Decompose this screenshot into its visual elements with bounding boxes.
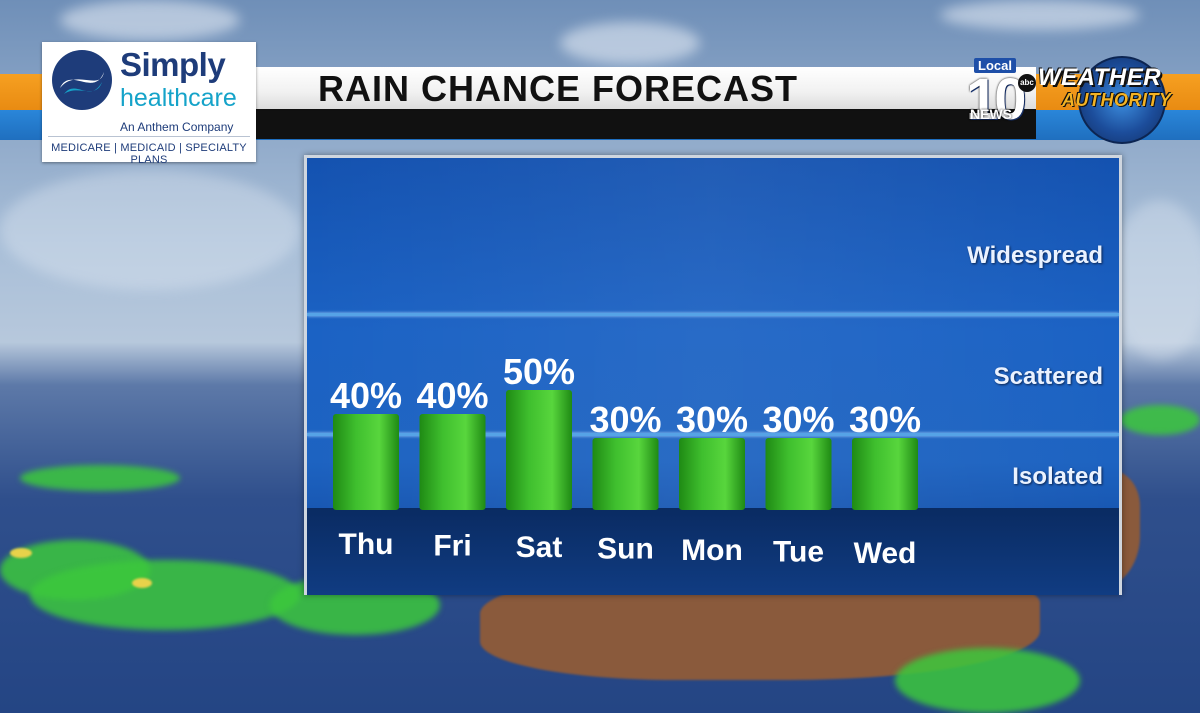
background-cloud bbox=[0, 170, 300, 290]
background-cloud bbox=[1110, 200, 1200, 360]
bar-fri bbox=[419, 414, 486, 510]
network-abc-icon: abc bbox=[1018, 74, 1036, 92]
zone-label-isolated: Isolated bbox=[1012, 463, 1103, 490]
radar-heavy-cell bbox=[132, 578, 152, 588]
rain-chance-chart: 40% Thu 40% Fri 50% Sat 30% Sun 30% Mon 30% Tue 30% W… bbox=[330, 351, 921, 570]
radar-echo bbox=[30, 560, 300, 630]
sponsor-plans: MEDICARE | MEDICAID | SPECIALTY PLANS bbox=[51, 142, 247, 166]
chart-panel: Widespread Scattered Isolated 40% Thu 40% F… bbox=[304, 155, 1122, 595]
bar-value-label: 40% bbox=[416, 375, 488, 416]
bar-value-label: 30% bbox=[762, 399, 834, 440]
radar-heavy-cell bbox=[10, 548, 32, 558]
sponsor-name-bottom: healthcare bbox=[120, 84, 237, 112]
bar-value-label: 50% bbox=[503, 351, 575, 392]
chart-floor bbox=[307, 508, 1119, 595]
bar-mon bbox=[679, 438, 745, 510]
station-number: 10 bbox=[966, 67, 1026, 132]
bar-thu bbox=[333, 414, 399, 510]
title-bar-underline bbox=[256, 111, 1036, 139]
zone-divider-lower bbox=[307, 433, 1119, 436]
radar-echo bbox=[20, 465, 180, 491]
station-local-label: Local bbox=[974, 58, 1016, 73]
sponsor-logo: Simply healthcare An Anthem Company MEDI… bbox=[42, 42, 256, 166]
day-label: Mon bbox=[681, 534, 743, 567]
bar-value-label: 30% bbox=[676, 399, 748, 440]
radar-echo bbox=[1120, 405, 1200, 435]
background-cloud bbox=[60, 0, 240, 40]
bar-tue bbox=[765, 438, 832, 510]
day-label: Sun bbox=[597, 533, 654, 566]
page-title: RAIN CHANCE FORECAST bbox=[318, 68, 799, 109]
day-label: Sat bbox=[516, 531, 563, 564]
day-label: Thu bbox=[339, 528, 394, 561]
bar-sat bbox=[506, 390, 572, 510]
background-cloud bbox=[940, 0, 1140, 30]
zone-divider-upper bbox=[307, 313, 1119, 316]
bar-wed bbox=[852, 438, 918, 510]
zone-label-widespread: Widespread bbox=[967, 242, 1103, 269]
simply-healthcare-icon bbox=[52, 50, 112, 110]
radar-echo bbox=[895, 648, 1080, 713]
day-label: Wed bbox=[854, 537, 917, 570]
brand-weather-label: WEATHER bbox=[1038, 64, 1162, 91]
day-label: Fri bbox=[433, 530, 471, 563]
bar-value-label: 40% bbox=[330, 375, 402, 416]
background-cloud bbox=[560, 22, 700, 64]
sponsor-tagline: An Anthem Company bbox=[120, 120, 234, 134]
station-logo: Local 10 abc NEWS WEATHER AUTHORITY bbox=[958, 56, 1200, 146]
station-news-label: NEWS bbox=[970, 106, 1012, 122]
zone-label-scattered: Scattered bbox=[993, 363, 1103, 390]
sponsor-divider bbox=[48, 136, 250, 137]
day-label: Tue bbox=[773, 536, 824, 569]
sponsor-name-top: Simply bbox=[120, 46, 226, 83]
bar-value-label: 30% bbox=[849, 399, 921, 440]
brand-authority-label: AUTHORITY bbox=[1062, 90, 1172, 110]
bar-value-label: 30% bbox=[589, 399, 661, 440]
bar-sun bbox=[592, 438, 659, 510]
radar-dish-icon bbox=[1078, 56, 1166, 144]
